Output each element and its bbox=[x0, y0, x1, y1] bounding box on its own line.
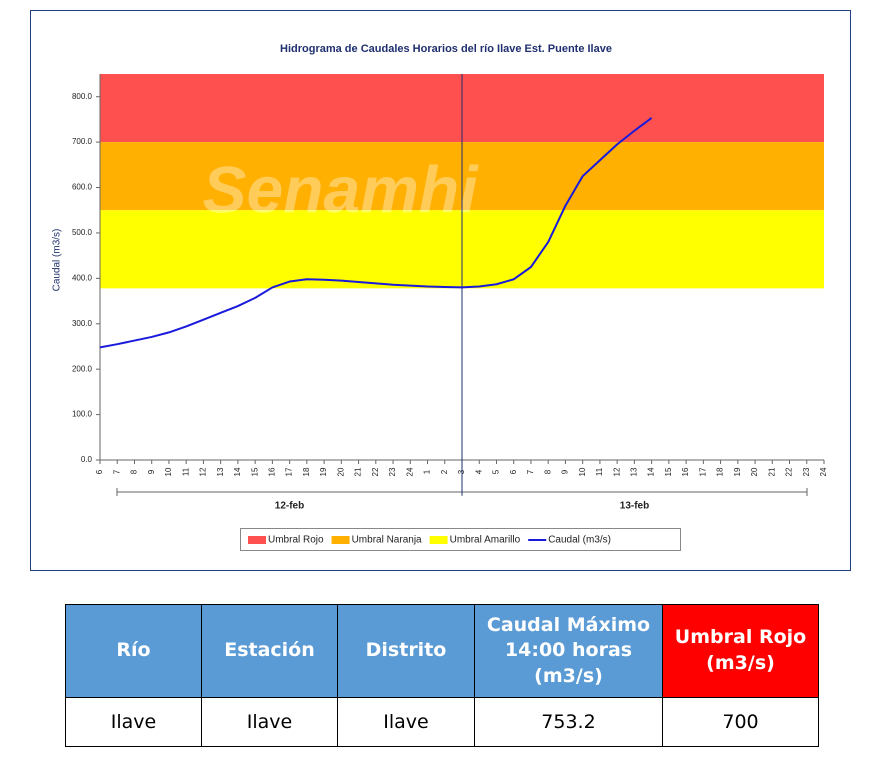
header-cell: Caudal Máximo 14:00 horas (m3/s) bbox=[474, 604, 663, 698]
x-tick-label: 20 bbox=[336, 467, 345, 476]
x-tick-label: 9 bbox=[561, 469, 570, 474]
x-tick-label: 15 bbox=[250, 467, 259, 476]
x-tick-label: 5 bbox=[492, 469, 501, 474]
x-tick-label: 16 bbox=[681, 467, 690, 476]
legend-label: Umbral Amarillo bbox=[450, 535, 521, 546]
x-tick-label: 20 bbox=[750, 467, 759, 476]
x-tick-label: 14 bbox=[647, 467, 656, 476]
data-cell: Ilave bbox=[337, 697, 475, 747]
x-tick-label: 19 bbox=[733, 467, 742, 476]
legend-label: Umbral Rojo bbox=[268, 535, 324, 546]
y-tick-label: 600.0 bbox=[72, 183, 93, 192]
x-tick-label: 1 bbox=[423, 469, 432, 474]
x-tick-label: 17 bbox=[698, 467, 707, 476]
header-cell: Distrito bbox=[337, 604, 475, 698]
x-tick-label: 18 bbox=[716, 467, 725, 476]
x-tick-label: 10 bbox=[164, 467, 173, 476]
x-tick-label: 21 bbox=[767, 467, 776, 476]
y-axis-label: Caudal (m3/s) bbox=[52, 229, 63, 292]
chart: Hidrograma de Caudales Horarios del río … bbox=[30, 10, 851, 571]
y-tick-label: 400.0 bbox=[72, 273, 93, 282]
header-row: Río Estación Distrito Caudal Máximo 14:00 h… bbox=[65, 604, 819, 698]
y-tick-label: 700.0 bbox=[72, 137, 93, 146]
x-tick-label: 23 bbox=[388, 467, 397, 476]
header-cell: Río bbox=[65, 604, 202, 698]
x-tick-label: 4 bbox=[474, 469, 483, 474]
x-tick-label: 13 bbox=[629, 467, 638, 476]
legend-frame bbox=[240, 528, 681, 551]
x-tick-label: 12 bbox=[199, 467, 208, 476]
legend-label: Umbral Naranja bbox=[352, 535, 422, 546]
summary-table: Río Estación Distrito Caudal Máximo 14:00 h… bbox=[65, 604, 819, 747]
y-tick-label: 100.0 bbox=[72, 410, 93, 419]
chart-title: Hidrograma de Caudales Horarios del río … bbox=[280, 43, 612, 55]
data-cell: 753.2 bbox=[474, 697, 663, 747]
x-tick-label: 7 bbox=[526, 469, 535, 474]
x-tick-label: 2 bbox=[440, 469, 449, 474]
legend-swatch bbox=[331, 536, 350, 544]
day-label: 13-feb bbox=[620, 501, 649, 512]
header-cell: Estación bbox=[201, 604, 338, 698]
x-tick-label: 13 bbox=[216, 467, 225, 476]
x-tick-label: 16 bbox=[267, 467, 276, 476]
x-tick-label: 11 bbox=[595, 467, 604, 476]
x-tick-label: 11 bbox=[181, 467, 190, 476]
x-tick-label: 21 bbox=[354, 467, 363, 476]
x-tick-label: 24 bbox=[819, 467, 828, 476]
data-cell: 700 bbox=[662, 697, 819, 747]
x-tick-label: 8 bbox=[130, 469, 139, 474]
x-tick-label: 22 bbox=[785, 467, 794, 476]
y-tick-label: 0.0 bbox=[81, 455, 93, 464]
x-tick-label: 6 bbox=[95, 469, 104, 474]
y-tick-label: 300.0 bbox=[72, 319, 93, 328]
x-tick-label: 17 bbox=[285, 467, 294, 476]
legend-label: Caudal (m3/s) bbox=[548, 535, 611, 546]
legend-swatch bbox=[429, 536, 448, 544]
x-tick-label: 8 bbox=[543, 469, 552, 474]
x-tick-label: 19 bbox=[319, 467, 328, 476]
y-tick-label: 500.0 bbox=[72, 228, 93, 237]
x-tick-label: 22 bbox=[371, 467, 380, 476]
flow-line bbox=[99, 117, 653, 349]
legend: Umbral Rojo Umbral Naranja Umbral Amarillo… bbox=[240, 528, 681, 551]
x-tick-label: 14 bbox=[233, 467, 242, 476]
x-tick-label: 18 bbox=[302, 467, 311, 476]
x-tick-label: 9 bbox=[147, 469, 156, 474]
legend-swatch bbox=[248, 536, 266, 544]
x-tick-label: 23 bbox=[802, 467, 811, 476]
data-row: Ilave Ilave Ilave 753.2 700 bbox=[65, 697, 819, 747]
x-tick-label: 10 bbox=[578, 467, 587, 476]
x-tick-label: 24 bbox=[405, 467, 414, 476]
header-cell: Umbral Rojo (m3/s) bbox=[662, 604, 819, 698]
x-tick-label: 12 bbox=[612, 467, 621, 476]
x-tick-label: 6 bbox=[509, 469, 518, 474]
day-label: 12-feb bbox=[275, 501, 304, 512]
data-cell: Ilave bbox=[201, 697, 338, 747]
y-tick-label: 800.0 bbox=[72, 92, 93, 101]
x-tick-label: 7 bbox=[112, 469, 121, 474]
x-tick-label: 15 bbox=[664, 467, 673, 476]
y-tick-label: 200.0 bbox=[72, 364, 93, 373]
data-cell: Ilave bbox=[65, 697, 202, 747]
watermark: Senamhi bbox=[202, 152, 479, 226]
